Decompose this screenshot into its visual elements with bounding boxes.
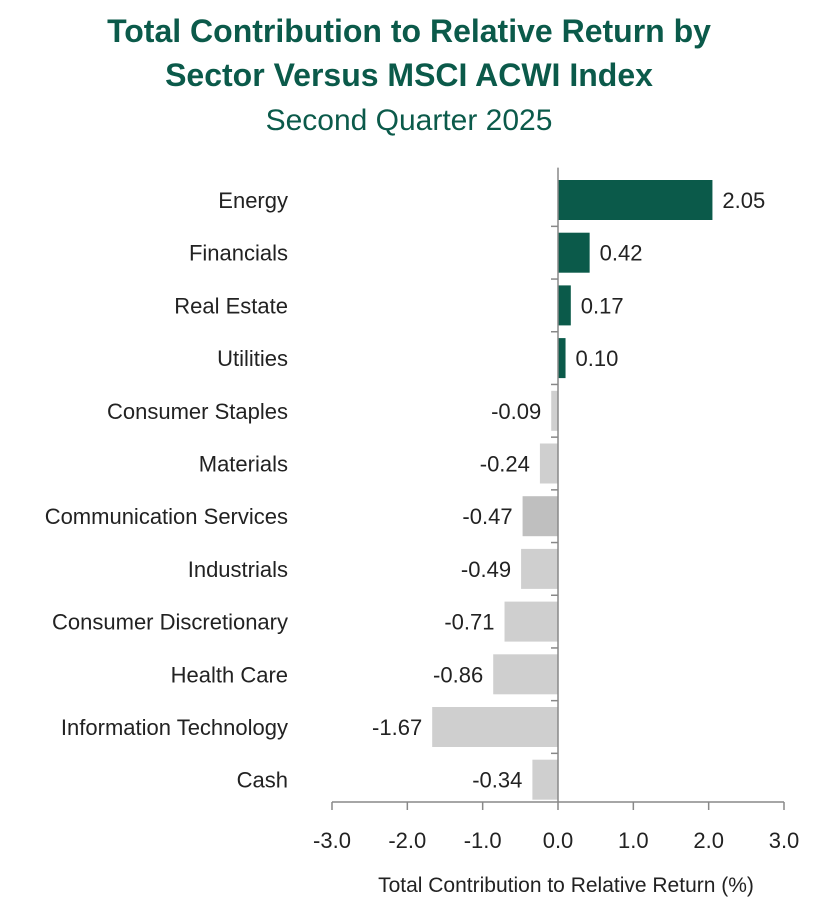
bar-energy (558, 180, 713, 220)
data-label: -0.24 (480, 452, 530, 477)
chart-title-line-1: Total Contribution to Relative Return by (107, 13, 711, 49)
data-label: 0.10 (576, 346, 619, 371)
bar-industrials (521, 548, 558, 589)
bar-cash (532, 759, 558, 800)
x-tick-label: 2.0 (693, 828, 724, 853)
category-label: Consumer Discretionary (52, 610, 288, 635)
data-label: -0.09 (491, 399, 541, 424)
data-label: -0.49 (461, 557, 511, 582)
data-label: 0.42 (600, 241, 643, 266)
bar-financials (558, 232, 590, 273)
x-tick-label: -3.0 (313, 828, 351, 853)
chart-title: Total Contribution to Relative Return by… (0, 9, 818, 97)
category-label: Health Care (171, 662, 288, 687)
category-label: Materials (199, 452, 288, 477)
category-label: Energy (218, 188, 288, 213)
bar-communication-services (522, 496, 558, 537)
bar-utilities (558, 338, 566, 379)
category-label: Communication Services (45, 504, 288, 529)
category-label: Cash (237, 768, 288, 793)
data-label: -0.86 (433, 662, 483, 687)
bar-health-care (493, 654, 558, 695)
x-tick-label: -1.0 (464, 828, 502, 853)
data-label: -1.67 (372, 715, 422, 740)
chart-subtitle: Second Quarter 2025 (265, 104, 553, 137)
chart-title-line-2: Sector Versus MSCI ACWI Index (165, 57, 653, 93)
x-tick-label: 0.0 (543, 828, 574, 853)
data-label: 2.05 (722, 188, 765, 213)
data-label: -0.71 (444, 610, 494, 635)
bar-materials (539, 443, 558, 484)
category-label: Information Technology (61, 715, 288, 740)
category-label: Real Estate (174, 293, 288, 318)
x-tick-label: 1.0 (618, 828, 649, 853)
bar-information-technology (432, 707, 558, 747)
x-axis-title: Total Contribution to Relative Return (%… (378, 874, 754, 897)
category-label: Utilities (217, 346, 288, 371)
data-label: -0.34 (472, 768, 522, 793)
bar-consumer-discretionary (504, 601, 558, 642)
data-label: -0.47 (462, 504, 512, 529)
x-tick-label: -2.0 (388, 828, 426, 853)
bar-consumer-staples (551, 390, 558, 431)
x-tick-label: 3.0 (769, 828, 800, 853)
category-label: Financials (189, 241, 288, 266)
category-label: Industrials (188, 557, 288, 582)
data-label: 0.17 (581, 293, 624, 318)
bar-real-estate (558, 285, 571, 326)
category-label: Consumer Staples (107, 399, 288, 424)
